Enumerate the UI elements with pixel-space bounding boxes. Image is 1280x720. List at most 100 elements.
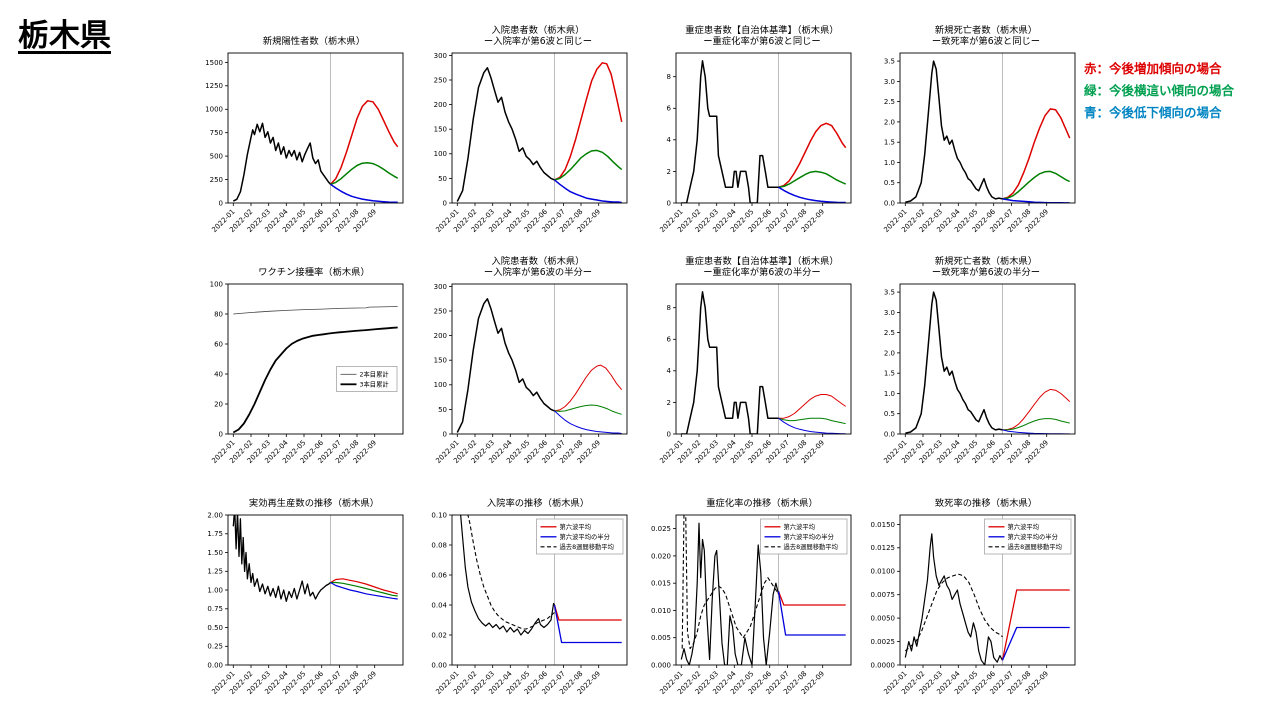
- chart-title: 新規死亡者数（栃木県） ー致死率が第6波と同じー: [931, 25, 1041, 48]
- svg-text:750: 750: [210, 129, 223, 137]
- svg-text:3本目累計: 3本目累計: [360, 380, 390, 389]
- chart-fatality-rate-trend: 致死率の推移（栃木県） 0.0000 0.0025 0.0050 0.0075 0.01…: [860, 486, 1082, 717]
- svg-text:過去8週間移動平均: 過去8週間移動平均: [1008, 542, 1062, 551]
- svg-text:2.5: 2.5: [884, 98, 895, 106]
- svg-text:第六波平均の半分: 第六波平均の半分: [784, 532, 835, 541]
- chart-canvas-deaths-same-rate: 0.00.51.01.52.02.53.03.52022-012022-0220…: [882, 52, 1076, 234]
- svg-text:0.5: 0.5: [884, 179, 895, 187]
- svg-text:3.0: 3.0: [884, 78, 895, 86]
- svg-text:1250: 1250: [205, 82, 223, 90]
- svg-text:2.00: 2.00: [207, 511, 223, 519]
- svg-text:2: 2: [667, 168, 671, 176]
- chart-canvas-severe-same-rate: 024682022-012022-022022-032022-042022-05…: [658, 52, 852, 234]
- svg-text:0.0: 0.0: [884, 199, 895, 207]
- chart-title: 重症化率の推移（栃木県）: [706, 498, 818, 510]
- svg-text:0.5: 0.5: [884, 410, 895, 418]
- svg-text:100: 100: [434, 150, 447, 158]
- svg-text:6: 6: [667, 105, 672, 113]
- chart-title: 入院患者数（栃木県） ー入院率が第6波の半分ー: [483, 256, 593, 279]
- chart-canvas-vaccination-rate: 0204060801002022-012022-022022-032022-04…: [210, 280, 404, 465]
- svg-text:0.0075: 0.0075: [871, 591, 896, 599]
- svg-text:0.0150: 0.0150: [871, 521, 896, 529]
- svg-text:0.50: 0.50: [207, 624, 223, 632]
- color-legend-annotation: 赤：今後増加傾向の場合 緑：今後横這い傾向の場合 青：今後低下傾向の場合: [1084, 58, 1276, 124]
- chart-title: ワクチン接種率（栃木県）: [258, 267, 370, 279]
- svg-text:0: 0: [443, 199, 447, 207]
- svg-text:3.0: 3.0: [884, 309, 895, 317]
- chart-title: 入院患者数（栃木県） ー入院率が第6波と同じー: [483, 25, 593, 48]
- svg-text:0.0125: 0.0125: [871, 544, 896, 552]
- svg-text:1.5: 1.5: [884, 370, 895, 378]
- svg-text:60: 60: [214, 340, 223, 348]
- chart-title: 実効再生産数の推移（栃木県）: [248, 498, 380, 510]
- svg-text:250: 250: [434, 76, 447, 84]
- svg-text:50: 50: [438, 406, 447, 414]
- svg-text:0.0100: 0.0100: [871, 568, 896, 576]
- svg-text:300: 300: [434, 52, 447, 60]
- svg-text:2.0: 2.0: [884, 118, 895, 126]
- svg-text:0.10: 0.10: [431, 511, 447, 519]
- svg-text:4: 4: [667, 367, 672, 375]
- svg-text:8: 8: [667, 304, 671, 312]
- svg-text:過去8週間移動平均: 過去8週間移動平均: [560, 542, 614, 551]
- chart-title: 重症患者数【自治体基準】（栃木県） ー重症化率が第6波の半分ー: [685, 256, 839, 279]
- chart-hospitalized-half-rate: 入院患者数（栃木県） ー入院率が第6波の半分ー 0 50 100 150 200 250 3…: [412, 255, 634, 486]
- svg-text:4: 4: [667, 136, 672, 144]
- chart-canvas-deaths-half-rate: 0.00.51.01.52.02.53.03.52022-012022-0220…: [882, 283, 1076, 465]
- svg-text:過去8週間移動平均: 過去8週間移動平均: [784, 542, 838, 551]
- svg-text:0.25: 0.25: [207, 643, 223, 651]
- svg-text:0.000: 0.000: [651, 661, 671, 669]
- chart-severity-rate-trend: 重症化率の推移（栃木県） 0.000 0.005 0.010 0.015 0.020 0.…: [636, 486, 858, 717]
- svg-text:0.010: 0.010: [651, 607, 671, 615]
- chart-canvas-hospitalized-same-rate: 0501001502002503002022-012022-022022-032…: [434, 52, 628, 234]
- svg-text:0.02: 0.02: [431, 631, 447, 639]
- svg-text:3.5: 3.5: [884, 58, 895, 66]
- charts-grid: 新規陽性者数（栃木県） 0 250 500 750 1000 1250 1500 2022-0…: [188, 24, 1084, 717]
- chart-new-positive-cases: 新規陽性者数（栃木県） 0 250 500 750 1000 1250 1500 2022-0…: [188, 24, 410, 255]
- chart-canvas-severity-rate-trend: 0.0000.0050.0100.0150.0200.0252022-01202…: [651, 514, 852, 696]
- chart-title: 新規死亡者数（栃木県） ー致死率が第6波の半分ー: [931, 256, 1041, 279]
- svg-text:0.0025: 0.0025: [871, 638, 896, 646]
- svg-text:2本目累計: 2本目累計: [360, 370, 390, 379]
- svg-text:0: 0: [443, 430, 447, 438]
- chart-deaths-same-rate: 新規死亡者数（栃木県） ー致死率が第6波と同じー 0.0 0.5 1.0 1.5 2.0…: [860, 24, 1082, 255]
- svg-text:250: 250: [434, 307, 447, 315]
- svg-text:150: 150: [434, 126, 447, 134]
- svg-text:0.00: 0.00: [431, 661, 447, 669]
- svg-text:2.0: 2.0: [884, 349, 895, 357]
- annotation-flat-case: 緑：今後横這い傾向の場合: [1084, 82, 1235, 98]
- chart-canvas-hospitalization-rate-trend: 0.000.020.040.060.080.102022-012022-0220…: [431, 511, 628, 696]
- svg-text:0.75: 0.75: [207, 605, 223, 613]
- chart-deaths-half-rate: 新規死亡者数（栃木県） ー致死率が第6波の半分ー 0.0 0.5 1.0 1.5 2.0…: [860, 255, 1082, 486]
- svg-text:50: 50: [438, 175, 447, 183]
- svg-text:1.0: 1.0: [884, 159, 895, 167]
- svg-text:第六波平均: 第六波平均: [1008, 522, 1039, 531]
- chart-vaccination-rate: ワクチン接種率（栃木県） 0 20 40 60 80 100 2022-01 2022-02 2…: [188, 255, 410, 486]
- svg-text:250: 250: [210, 176, 223, 184]
- svg-text:2.5: 2.5: [884, 329, 895, 337]
- svg-text:第六波平均: 第六波平均: [784, 522, 815, 531]
- svg-text:80: 80: [214, 310, 223, 318]
- chart-canvas-hospitalized-half-rate: 0501001502002503002022-012022-022022-032…: [434, 283, 628, 465]
- svg-text:0: 0: [667, 199, 671, 207]
- chart-severe-half-rate: 重症患者数【自治体基準】（栃木県） ー重症化率が第6波の半分ー 0 2 4 6 8 202…: [636, 255, 858, 486]
- svg-text:0.0: 0.0: [884, 430, 895, 438]
- svg-text:0.015: 0.015: [651, 580, 671, 588]
- chart-hospitalized-same-rate: 入院患者数（栃木県） ー入院率が第6波と同じー 0 50 100 150 200 250 3…: [412, 24, 634, 255]
- svg-text:0.00: 0.00: [207, 661, 223, 669]
- svg-text:40: 40: [214, 370, 223, 378]
- svg-text:0.020: 0.020: [651, 552, 671, 560]
- svg-text:2: 2: [667, 399, 671, 407]
- svg-text:500: 500: [210, 153, 223, 161]
- annotation-decline-case: 青：今後低下傾向の場合: [1084, 104, 1222, 120]
- chart-canvas-severe-half-rate: 024682022-012022-022022-032022-042022-05…: [658, 283, 852, 465]
- page-title: 栃木県: [18, 18, 111, 54]
- chart-hospitalization-rate-trend: 入院率の推移（栃木県） 0.00 0.02 0.04 0.06 0.08 0.10 2022…: [412, 486, 634, 717]
- chart-title: 重症患者数【自治体基準】（栃木県） ー重症化率が第6波と同じー: [685, 25, 839, 48]
- chart-canvas-fatality-rate-trend: 0.0000 0.0025 0.0050 0.0075 0.0100 0.0125 0.01…: [871, 514, 1076, 696]
- svg-text:1.50: 1.50: [207, 549, 223, 557]
- chart-effective-reproduction-number: 実効再生産数の推移（栃木県） 0.00 0.25 0.50 0.75 1.00 1.25 1…: [188, 486, 410, 717]
- svg-text:1.75: 1.75: [207, 530, 223, 538]
- annotation-increase-case: 赤：今後増加傾向の場合: [1084, 61, 1222, 76]
- chart-title: 致死率の推移（栃木県）: [934, 498, 1038, 510]
